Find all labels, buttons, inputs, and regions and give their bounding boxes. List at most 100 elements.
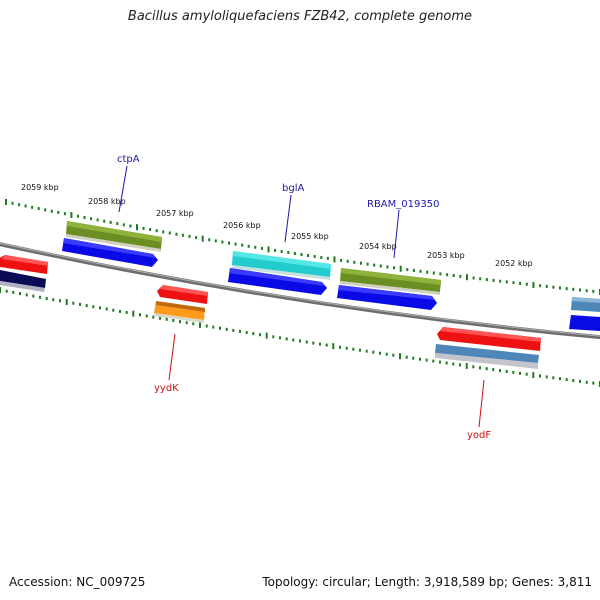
- minor-tick: [142, 226, 145, 230]
- minor-tick: [505, 370, 508, 373]
- gene-label-yydK[interactable]: yydK: [154, 383, 179, 394]
- major-tick: [267, 246, 270, 253]
- minor-tick: [219, 326, 221, 330]
- minor-tick: [519, 282, 522, 285]
- minor-tick: [259, 333, 261, 337]
- major-tick: [532, 282, 535, 288]
- gene-label-bglA[interactable]: bglA: [282, 183, 304, 194]
- major-tick: [65, 299, 68, 305]
- minor-tick: [559, 377, 561, 381]
- gene-yydK-red[interactable]: [157, 285, 208, 304]
- minor-tick: [585, 380, 588, 384]
- gene-blue-forward-3[interactable]: [337, 285, 437, 310]
- minor-tick: [116, 222, 119, 226]
- minor-tick: [592, 381, 595, 385]
- major-tick: [399, 353, 401, 360]
- minor-tick: [519, 371, 521, 375]
- minor-tick: [122, 223, 125, 227]
- minor-tick: [412, 356, 415, 360]
- minor-tick: [365, 349, 368, 353]
- minor-tick: [585, 289, 588, 293]
- minor-tick: [77, 214, 79, 218]
- minor-tick: [565, 287, 568, 291]
- minor-tick: [307, 254, 310, 257]
- minor-tick: [352, 347, 355, 351]
- minor-tick: [205, 324, 208, 328]
- minor-tick: [109, 220, 112, 224]
- minor-tick: [11, 201, 14, 205]
- gene-yodF-red[interactable]: [437, 327, 541, 351]
- minor-tick: [19, 292, 21, 296]
- minor-tick: [145, 314, 148, 318]
- minor-tick: [545, 375, 548, 379]
- minor-tick: [439, 272, 442, 276]
- minor-tick: [181, 233, 184, 237]
- minor-tick: [579, 379, 581, 383]
- minor-tick: [386, 265, 389, 269]
- minor-tick: [325, 343, 328, 347]
- gene-label-RBAM_019350[interactable]: RBAM_019350: [367, 199, 439, 210]
- kbp-label: 2057 kbp: [156, 209, 194, 218]
- minor-tick: [579, 288, 581, 292]
- minor-tick: [592, 289, 595, 293]
- reverse-strand-genes: [0, 255, 541, 369]
- minor-tick: [552, 376, 555, 380]
- minor-tick: [212, 325, 215, 329]
- genome-title: Bacillus amyloliquefaciens FZB42, comple…: [127, 9, 473, 24]
- minor-tick: [300, 253, 303, 256]
- gene-yydK-orange[interactable]: [154, 301, 205, 323]
- gene-blue-forward-1[interactable]: [62, 238, 158, 267]
- gene-yodF-steel[interactable]: [435, 344, 539, 369]
- minor-tick: [452, 362, 455, 366]
- gene-navy-reverse-left[interactable]: [0, 270, 46, 292]
- minor-tick: [479, 366, 481, 370]
- major-tick: [136, 224, 138, 231]
- minor-tick: [149, 228, 152, 231]
- minor-tick: [228, 241, 230, 245]
- gene-blue-forward-2[interactable]: [228, 268, 327, 295]
- minor-tick: [305, 340, 308, 344]
- minor-tick: [172, 318, 175, 322]
- minor-tick: [552, 285, 555, 289]
- gene-label-yodF[interactable]: yodF: [467, 430, 491, 441]
- kbp-labels: 2059 kbp 2058 kbp 2057 kbp 2056 kbp 2055…: [21, 183, 533, 268]
- minor-tick: [472, 365, 475, 369]
- minor-tick: [512, 281, 515, 285]
- minor-tick: [57, 210, 60, 214]
- gene-steel-forward-edge[interactable]: [571, 297, 600, 312]
- minor-tick: [439, 360, 441, 364]
- minor-tick: [103, 219, 106, 223]
- minor-tick: [252, 332, 255, 336]
- minor-tick: [406, 268, 409, 272]
- minor-tick: [239, 329, 241, 333]
- gene-RBAM_019350-olive[interactable]: [340, 268, 441, 295]
- minor-tick: [292, 338, 295, 342]
- minor-tick: [472, 276, 475, 280]
- minor-tick: [565, 378, 568, 382]
- minor-tick: [353, 260, 356, 264]
- minor-tick: [446, 273, 449, 277]
- minor-tick: [385, 352, 388, 356]
- minor-tick: [559, 286, 561, 290]
- minor-tick: [432, 359, 435, 363]
- gene-blue-forward-edge[interactable]: [569, 315, 600, 331]
- minor-tick: [260, 246, 263, 250]
- minor-tick: [346, 259, 349, 263]
- minor-tick: [525, 372, 528, 376]
- minor-tick: [31, 205, 34, 209]
- minor-tick: [360, 261, 362, 265]
- gene-red-reverse-left[interactable]: [0, 255, 48, 274]
- minor-tick: [195, 236, 198, 240]
- gene-label-ctpA[interactable]: ctpA: [117, 154, 140, 165]
- minor-tick: [192, 322, 195, 326]
- minor-tick: [492, 368, 495, 372]
- minor-tick: [112, 308, 115, 312]
- kbp-label: 2056 kbp: [223, 221, 261, 230]
- gene-ctpA-olive[interactable]: [66, 221, 162, 252]
- minor-tick: [152, 315, 155, 319]
- minor-tick: [221, 240, 224, 244]
- minor-tick: [412, 268, 415, 272]
- gene-bglA-cyan[interactable]: [232, 251, 331, 280]
- minor-tick: [59, 299, 61, 303]
- major-tick: [333, 256, 336, 263]
